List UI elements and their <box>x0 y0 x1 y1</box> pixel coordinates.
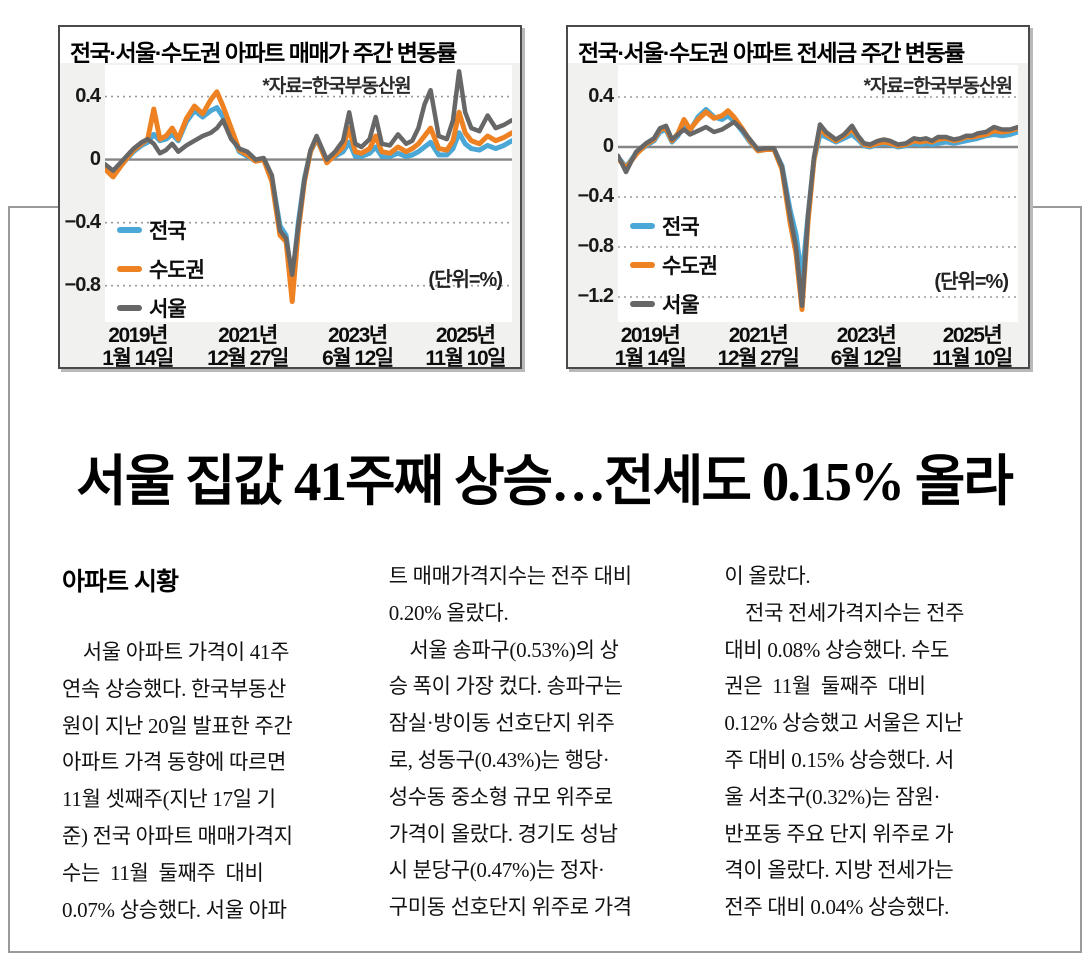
legend-swatch-metro <box>630 262 655 268</box>
x-tick-label: 2023년 6월 12일 <box>322 324 394 370</box>
legend-label-seoul: 서울 <box>149 298 187 321</box>
y-axis-labels: 0.4 0 −0.4 −0.8 −1.2 <box>568 65 618 322</box>
y-tick-label: 0 <box>602 135 614 157</box>
section-kicker: 아파트 시황 <box>62 568 179 596</box>
y-tick-label: 0.4 <box>75 84 101 107</box>
legend-swatch-nationwide <box>630 223 655 229</box>
x-tick-label: 2025년 11월 10일 <box>932 324 1013 370</box>
x-axis-labels: 2019년 1월 14일 2021년 12월 27일 2023년 6월 12일 2025년 1… <box>615 324 1018 371</box>
article-text-2: 트 매매가격지수는 전주 대비 0.20% 올랐다. 서울 송파구(0.53%)… <box>388 564 632 920</box>
frame-rule-top-left <box>8 206 58 208</box>
legend-label-nationwide: 전국 <box>149 220 187 243</box>
frame-rule-left <box>8 206 10 953</box>
line-chart-sale-price <box>105 69 512 304</box>
legend-item-seoul: 서울 <box>630 289 717 319</box>
x-axis-labels: 2019년 1월 14일 2021년 12월 27일 2023년 6월 12일 2025년 1… <box>102 324 512 371</box>
frame-rule-right <box>1080 206 1082 953</box>
legend: 전국 수도권 서울 <box>117 215 205 323</box>
y-axis-labels: 0.4 0 −0.4 −0.8 <box>60 65 105 322</box>
legend-swatch-seoul <box>117 305 142 311</box>
legend-item-metro: 수도권 <box>117 254 205 284</box>
chart-body: 0.4 0 −0.4 −0.8 *자료=한국부동산원 (단위=%) 전국 수도권 <box>60 63 520 369</box>
source-note: *자료=한국부동산원 <box>262 76 411 97</box>
article-column-2: 트 매매가격지수는 전주 대비 0.20% 올랐다. 서울 송파구(0.53%)… <box>389 558 705 928</box>
y-tick-label: 0 <box>89 147 101 170</box>
unit-label: (단위=%) <box>428 269 503 291</box>
article-text-1: 서울 아파트 가격이 41주 연속 상승했다. 한국부동산 원이 지난 20일 … <box>62 640 293 922</box>
x-tick-label: 2021년 12월 27일 <box>717 324 800 370</box>
x-tick-label: 2019년 1월 14일 <box>102 324 174 370</box>
legend: 전국 수도권 서울 <box>630 211 718 319</box>
y-tick-label: −0.4 <box>577 185 614 207</box>
legend-label-metro: 수도권 <box>149 259 205 282</box>
plot-area-jeonse-price: *자료=한국부동산원 (단위=%) 전국 수도권 서울 <box>618 65 1018 322</box>
legend-swatch-nationwide <box>117 227 142 233</box>
article-text-3: 이 올랐다. 전국 전세가격지수는 전주 대비 0.08% 상승했다. 수도 권… <box>724 564 965 920</box>
legend-item-seoul: 서울 <box>117 293 204 323</box>
article-column-1: 아파트 시황 서울 아파트 가격이 41주 연속 상승했다. 한국부동산 원이 … <box>62 558 369 928</box>
frame-rule-top-right <box>1030 206 1082 208</box>
y-tick-label: −1.2 <box>577 285 614 307</box>
y-tick-label: −0.8 <box>577 235 614 257</box>
legend-label-metro: 수도권 <box>662 255 718 278</box>
y-tick-label: −0.4 <box>64 210 101 233</box>
legend-label-seoul: 서울 <box>662 294 700 317</box>
chart-body: 0.4 0 −0.4 −0.8 −1.2 *자료=한국부동산원 (단위=%) 전국 수도… <box>568 63 1028 369</box>
chart-title-sale-price: 전국·서울·수도권 아파트 매매가 주간 변동률 <box>70 40 457 66</box>
line-chart-jeonse-price <box>618 96 1018 312</box>
legend-swatch-metro <box>117 266 142 272</box>
article-column-3: 이 올랐다. 전국 전세가격지수는 전주 대비 0.08% 상승했다. 수도 권… <box>724 558 1037 928</box>
x-tick-label: 2023년 6월 12일 <box>830 324 903 370</box>
unit-label: (단위=%) <box>934 271 1009 293</box>
legend-swatch-seoul <box>630 301 655 307</box>
legend-item-metro: 수도권 <box>630 250 718 280</box>
legend-item-nationwide: 전국 <box>630 211 717 241</box>
plot-area-sale-price: *자료=한국부동산원 (단위=%) 전국 수도권 서울 <box>105 65 512 322</box>
article-body: 아파트 시황 서울 아파트 가격이 41주 연속 상승했다. 한국부동산 원이 … <box>62 558 1037 928</box>
chart-panel-jeonse-price: 전국·서울·수도권 아파트 전세금 주간 변동률 0.4 0 −0.4 −0.8 −1.… <box>566 25 1030 369</box>
chart-title-jeonse-price: 전국·서울·수도권 아파트 전세금 주간 변동률 <box>578 40 965 66</box>
headline: 서울 집값 41주째 상승…전세도 0.15% 올라 <box>76 451 1014 512</box>
y-tick-label: −0.8 <box>64 273 101 296</box>
y-tick-label: 0.4 <box>588 85 614 107</box>
legend-label-nationwide: 전국 <box>662 216 700 239</box>
legend-item-nationwide: 전국 <box>117 215 204 245</box>
x-tick-label: 2025년 11월 10일 <box>425 324 506 370</box>
x-tick-label: 2021년 12월 27일 <box>207 324 289 370</box>
x-tick-label: 2019년 1월 14일 <box>614 324 687 370</box>
source-note: *자료=한국부동산원 <box>863 76 1013 97</box>
chart-panel-sale-price: 전국·서울·수도권 아파트 매매가 주간 변동률 0.4 0 −0.4 −0.8 *자… <box>58 25 522 369</box>
frame-rule-bottom <box>8 951 1082 953</box>
